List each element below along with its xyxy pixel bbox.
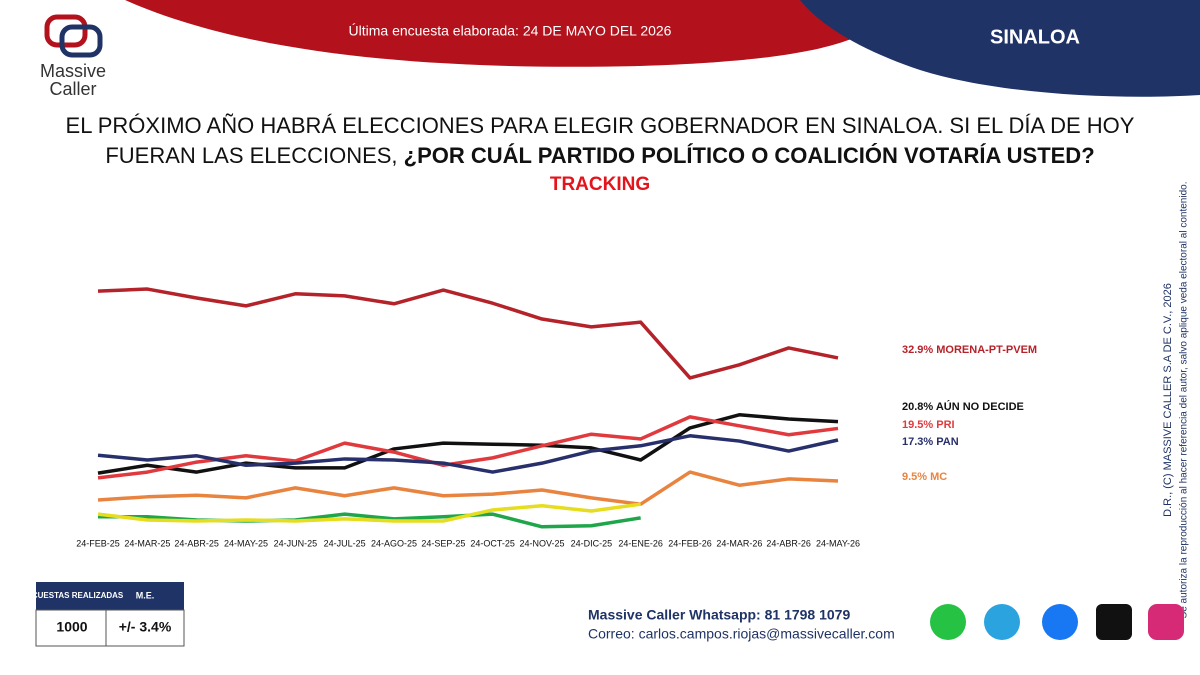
series-line (97, 502, 641, 523)
series-label: 19.5% PRI (902, 419, 955, 431)
x-tick-label: 24-FEB-25 (76, 538, 120, 548)
region: SINALOA (990, 26, 1080, 48)
series-label: 17.3% PAN (902, 436, 959, 448)
x-tick-label: 24-MAY-26 (816, 538, 860, 548)
x-tick-label: 24-FEB-26 (668, 538, 712, 548)
copyright: Se autoriza la reproducción al hacer ref… (1179, 182, 1190, 619)
whatsapp-icon[interactable] (930, 604, 966, 640)
table-header-text: M.E. (136, 590, 155, 600)
logo-text: Massive (40, 61, 106, 81)
subtitle: TRACKING (550, 174, 650, 195)
logo-bubble (59, 24, 103, 58)
series-line (97, 287, 839, 380)
title-part: FUERAN LAS ELECCIONES, (105, 143, 403, 168)
x-tick-label: 24-ABR-25 (174, 538, 219, 548)
x-icon[interactable] (1096, 604, 1132, 640)
x-tick-label: 24-SEP-25 (421, 538, 465, 548)
telegram-icon[interactable] (984, 604, 1020, 640)
x-tick-label: 24-MAR-26 (716, 538, 762, 548)
table-cell: +/- 3.4% (119, 619, 172, 635)
series-label: 32.9% MORENA-PT-PVEM (902, 344, 1037, 356)
logo: Massive Caller (40, 14, 106, 99)
series-line (97, 434, 839, 474)
facebook-icon[interactable] (1042, 604, 1078, 640)
copyright: D.R., (C) MASSIVE CALLER S.A DE C.V., 20… (1162, 283, 1174, 517)
table-header (36, 582, 184, 610)
table-header-text: ENCUESTAS REALIZADAS (21, 591, 124, 600)
title-part: ¿POR CUÁL PARTIDO POLÍTICO O COALICIÓN V… (404, 143, 1095, 168)
table-body (35, 609, 185, 647)
header-banner (125, 0, 900, 67)
x-tick-label: 24-NOV-25 (519, 538, 564, 548)
title-line: EL PRÓXIMO AÑO HABRÁ ELECCIONES PARA ELE… (66, 113, 1135, 138)
table-cell: 1000 (56, 619, 87, 635)
table: ENCUESTAS REALIZADAS M.E. 1000 +/- 3.4% (21, 582, 185, 647)
x-tick-label: 24-AGO-25 (371, 538, 417, 548)
title-line: FUERAN LAS ELECCIONES, ¿POR CUÁL PARTIDO… (105, 143, 1094, 168)
contact: Correo: carlos.campos.riojas@massivecall… (588, 626, 895, 642)
x-tick-label: 24-JUN-25 (274, 538, 318, 548)
contact: Massive Caller Whatsapp: 81 1798 1079 (588, 607, 850, 623)
logo-text: Caller (49, 79, 96, 99)
x-tick-label: 24-OCT-25 (470, 538, 515, 548)
series-label: 9.5% MC (902, 471, 947, 483)
survey-note: Última encuesta elaborada: 24 DE MAYO DE… (349, 23, 672, 39)
x-tick-label: 24-ABR-26 (766, 538, 811, 548)
x-tick-label: 24-MAR-25 (124, 538, 170, 548)
instagram-icon[interactable] (1148, 604, 1184, 640)
logo-bubble (44, 14, 88, 48)
x-tick-label: 24-DIC-25 (571, 538, 613, 548)
series-label: 20.8% AÚN NO DECIDE (902, 400, 1024, 413)
x-tick-label: 24-ENE-26 (618, 538, 663, 548)
series-line (97, 470, 839, 506)
x-tick-label: 24-JUL-25 (324, 538, 366, 548)
x-tick-label: 24-MAY-25 (224, 538, 268, 548)
region-banner (800, 0, 1200, 97)
